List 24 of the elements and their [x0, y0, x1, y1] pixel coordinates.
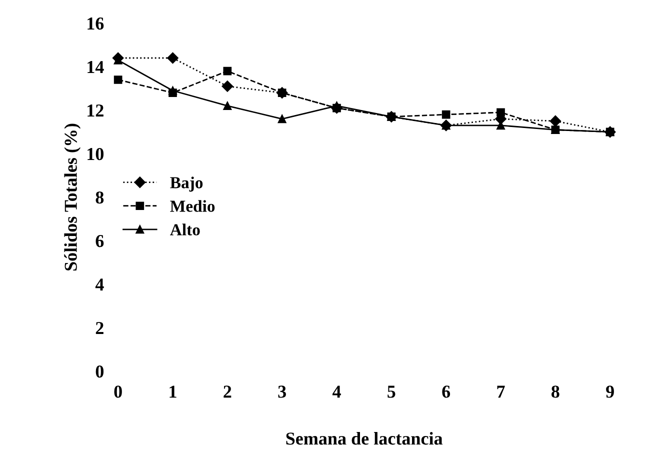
- x-tick-label: 1: [170, 386, 176, 398]
- x-tick-label: 5: [388, 386, 396, 398]
- y-tick-label: 8: [96, 191, 104, 204]
- x-tick-label: 2: [224, 386, 232, 398]
- x-tick-label: 4: [332, 386, 341, 398]
- x-tick-label: 6: [442, 386, 450, 398]
- x-tick-label: 3: [278, 386, 286, 398]
- y-tick-label: 6: [96, 235, 104, 248]
- y-axis-title: Sólidos Totales (%): [64, 124, 81, 270]
- x-axis-title: Semana de lactancia: [286, 432, 443, 445]
- legend-label: Alto: [170, 224, 200, 236]
- x-tick-label: 9: [606, 386, 614, 398]
- y-tick-label: 16: [88, 18, 104, 30]
- y-tick-label: 4: [95, 278, 104, 290]
- y-tick-label: 12: [88, 104, 104, 116]
- x-tick-label: 0: [114, 386, 122, 398]
- legend-label: Bajo: [170, 176, 203, 192]
- x-tick-label: 7: [497, 386, 505, 398]
- y-tick-label: 2: [96, 322, 104, 334]
- x-tick-label: 8: [552, 386, 560, 398]
- y-tick-label: 10: [88, 148, 104, 160]
- y-tick-label: 0: [96, 365, 104, 378]
- y-tick-label: 14: [88, 61, 104, 73]
- legend-label: Medio: [170, 200, 215, 212]
